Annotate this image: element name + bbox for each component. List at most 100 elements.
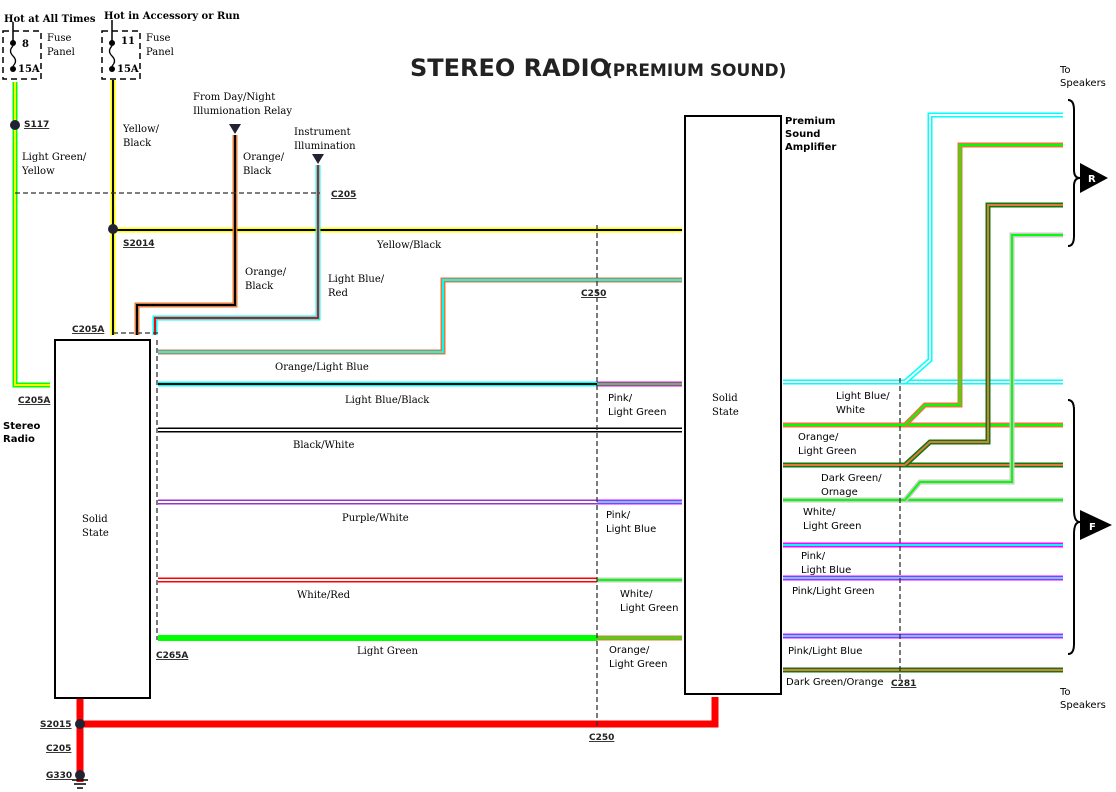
wire <box>154 165 319 335</box>
wire-label: Dark Green/Orange <box>786 677 884 688</box>
speakers-top-label: To <box>1059 65 1071 76</box>
c205a-top-label: C205A <box>72 325 104 335</box>
wire-label: Light Green <box>803 521 861 532</box>
relay-arrow-icon <box>229 124 241 134</box>
fuse1-number: 8 <box>22 39 29 50</box>
g330-ground <box>75 770 85 780</box>
wire-label: Pink/ <box>606 510 631 521</box>
amp-label3: Amplifier <box>785 142 836 153</box>
s2014-splice <box>108 224 118 234</box>
speakers-bottom-label2: Speakers <box>1060 700 1106 711</box>
radio-inner-label2: State <box>82 528 109 539</box>
c205-bottom-label: C205 <box>46 744 71 754</box>
c250-top-label: C250 <box>581 289 606 299</box>
wire-label: Black <box>123 138 152 149</box>
radio-inner-label: Solid <box>82 514 108 525</box>
wire <box>80 697 719 728</box>
rear-badge-label: R <box>1088 174 1096 185</box>
wire <box>136 135 236 335</box>
wire-label: Light Green <box>620 603 678 614</box>
illumination-arrow-icon <box>312 154 324 164</box>
wire-label: Ornage <box>821 487 858 498</box>
g330-label: G330 <box>46 771 72 781</box>
diagram-subtitle: (PREMIUM SOUND) <box>605 61 786 81</box>
front-speaker-badge <box>1080 510 1112 540</box>
c265a-label: C265A <box>156 651 188 661</box>
speakers-bottom-label: To <box>1059 687 1071 698</box>
amp-label2: Sound <box>785 129 820 140</box>
wire <box>158 279 682 353</box>
s2014-label: S2014 <box>123 239 155 249</box>
fuse-8 <box>2 22 42 80</box>
wire-label: Pink/Light Green <box>792 586 875 597</box>
wire-label: White/ <box>803 507 836 518</box>
wire <box>904 144 1063 426</box>
wire-label: Light Green <box>609 659 667 670</box>
radio-label2: Radio <box>3 434 35 445</box>
amp-label: Premium <box>785 116 835 127</box>
s117-splice <box>10 120 20 130</box>
wire-label: Orange/Light Blue <box>275 362 369 373</box>
wire-label: Purple/White <box>342 513 409 524</box>
fuse2-label: Fuse <box>146 33 171 44</box>
instrument-label: Instrument <box>294 127 351 138</box>
wire <box>14 82 50 386</box>
wires <box>12 80 1063 782</box>
day-night-label2: Illumionation Relay <box>193 106 292 117</box>
fuse2-label2: Panel <box>146 47 174 58</box>
wire-label: White/ <box>620 589 653 600</box>
wire-label: Pink/ <box>801 551 826 562</box>
wire-label: Yellow/Black <box>376 240 442 251</box>
amp-inner-label: Solid <box>712 393 738 404</box>
c205-label: C205 <box>331 190 356 200</box>
instrument-label2: Illumination <box>294 141 356 152</box>
wire <box>904 114 1063 383</box>
wire-label: White <box>836 405 865 416</box>
fuse1-label2: Panel <box>47 47 75 58</box>
wire-label: Black/White <box>293 440 354 451</box>
wire <box>904 204 1063 466</box>
wire-label: Light Blue/Black <box>345 395 430 406</box>
rear-speaker-badge <box>1080 163 1108 193</box>
wire-label: Light Blue <box>606 524 656 535</box>
fuse1-rating: 15A <box>18 64 40 75</box>
hot-accessory-label: Hot in Accessory or Run <box>104 11 241 22</box>
wire-label: Orange/ <box>243 152 285 163</box>
s2015-label: S2015 <box>40 720 72 730</box>
wire-label: Orange/ <box>245 267 287 278</box>
wire-label: Red <box>328 288 348 299</box>
diagram-title: STEREO RADIO <box>410 54 610 82</box>
fuse-11 <box>101 20 141 80</box>
wire <box>904 234 1063 501</box>
amplifier-box <box>684 115 782 695</box>
fuse2-number: 11 <box>121 36 135 47</box>
wire-label: White/Red <box>297 590 351 601</box>
front-badge-label: F <box>1089 522 1096 533</box>
c250-bottom-label: C250 <box>589 733 614 743</box>
wire-label: Light Green <box>608 407 666 418</box>
radio-label: Stereo <box>3 421 40 432</box>
wire-label: Yellow <box>21 166 55 177</box>
day-night-label: From Day/Night <box>193 92 275 103</box>
wire-label: Light Blue <box>801 565 851 576</box>
wire-label: Light Green/ <box>22 152 87 163</box>
wire <box>903 112 1063 384</box>
s117-label: S117 <box>24 120 49 130</box>
wire-label: Light Green <box>798 446 856 457</box>
stereo-radio-box <box>54 339 151 699</box>
wire-label: Light Blue/ <box>328 274 385 285</box>
wire-label: Light Green <box>357 646 418 657</box>
s2015-splice <box>75 719 85 729</box>
wire-label: Pink/Light Blue <box>788 646 862 657</box>
wire-label: Orange/ <box>798 432 839 443</box>
fuse1-label: Fuse <box>47 33 72 44</box>
hot-all-times-label: Hot at All Times <box>4 14 96 25</box>
wire-label: Yellow/ <box>122 124 160 135</box>
speakers-top-label2: Speakers <box>1060 78 1106 89</box>
wire-label: Pink/ <box>608 393 633 404</box>
wire-label: Black <box>243 166 272 177</box>
front-brace <box>1067 399 1081 655</box>
c281-label: C281 <box>891 679 916 689</box>
fuse2-rating: 15A <box>117 64 139 75</box>
